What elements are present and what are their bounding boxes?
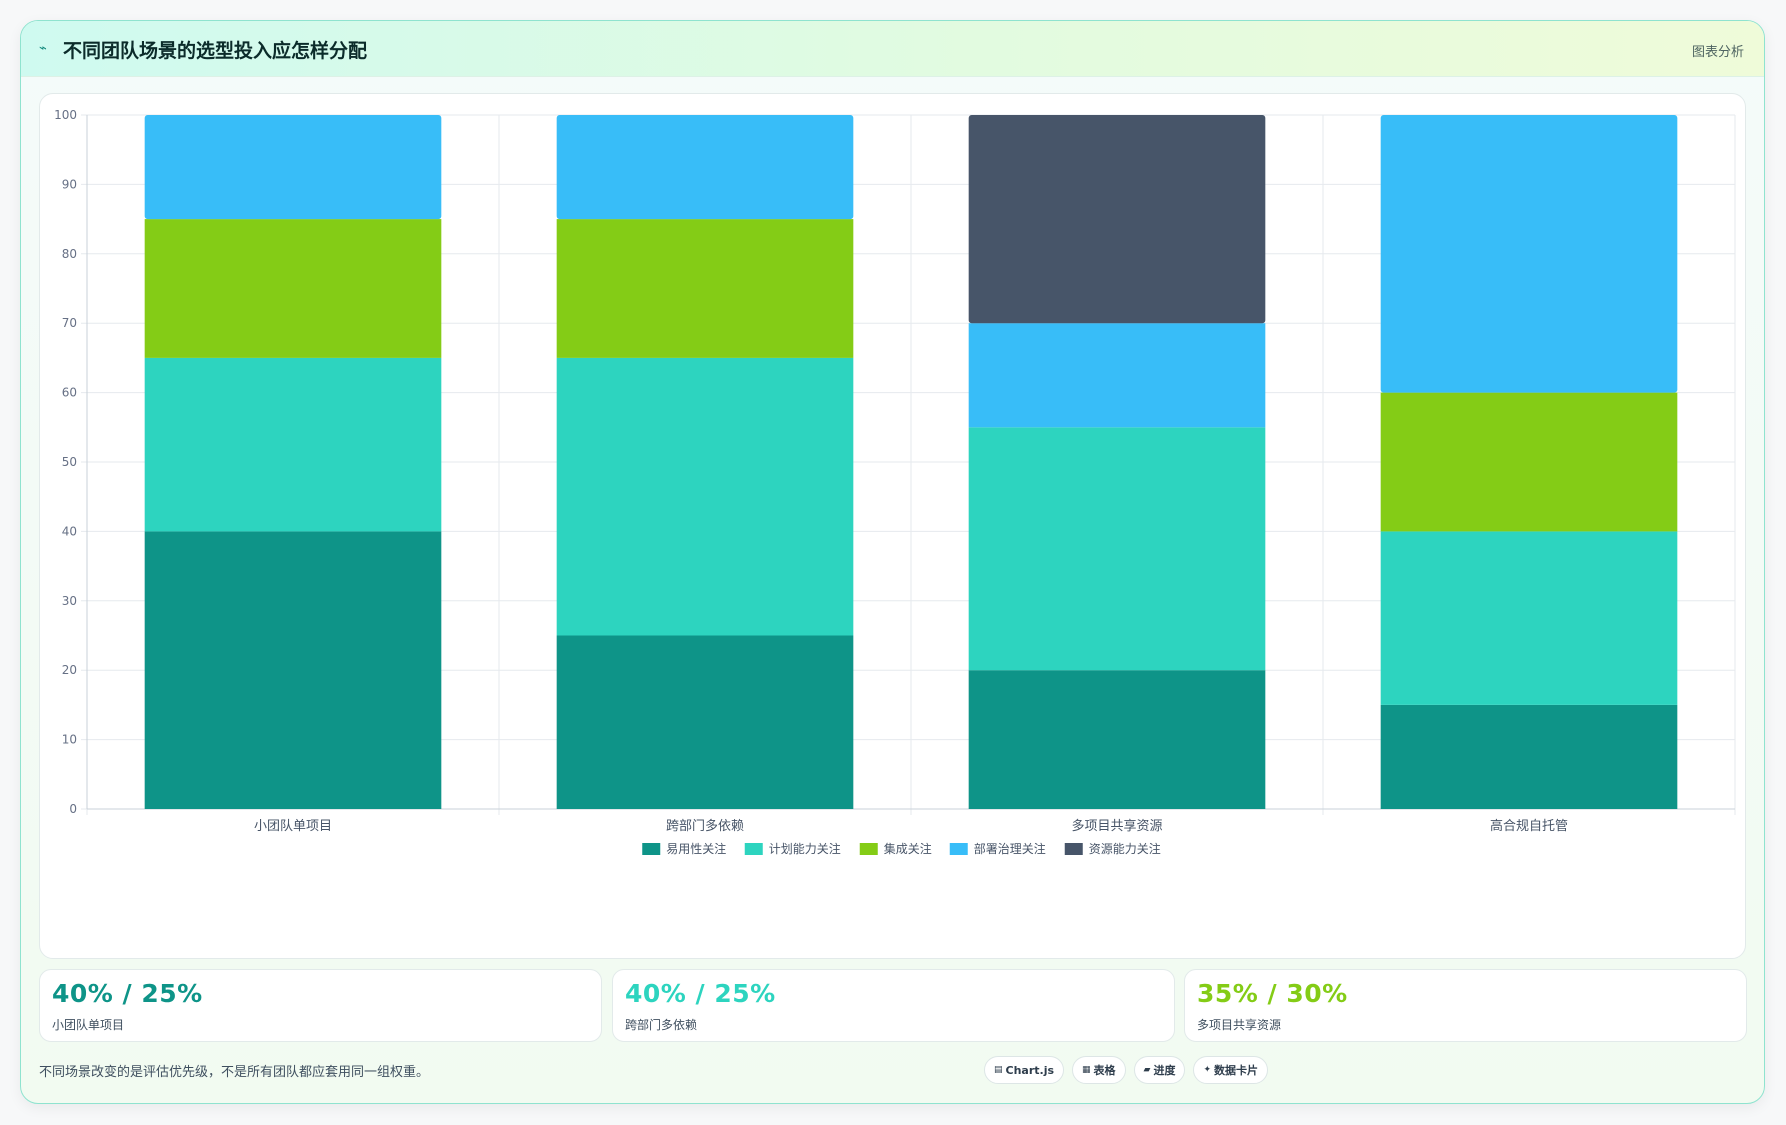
legend-label: 资源能力关注 <box>1089 841 1161 856</box>
legend-swatch <box>859 843 878 855</box>
stat-value: 35% / 30% <box>1197 979 1348 1008</box>
table-icon: ▦ <box>1082 1065 1091 1075</box>
legend-swatch <box>1064 843 1083 855</box>
stat-card-multi-project: 35% / 30% 多项目共享资源 <box>1184 969 1747 1042</box>
y-tick-label: 90 <box>62 177 77 191</box>
legend-label: 易用性关注 <box>666 841 726 856</box>
x-tick-label: 小团队单项目 <box>254 819 332 834</box>
chip-table[interactable]: ▦ 表格 <box>1072 1056 1126 1084</box>
bar-segment-2-3 <box>968 323 1266 428</box>
legend-label: 集成关注 <box>884 841 932 856</box>
bar-segment-2-0 <box>968 670 1266 809</box>
y-tick-label: 10 <box>62 733 77 747</box>
y-tick-label: 50 <box>62 455 77 469</box>
bar-segment-3-0 <box>1380 704 1678 809</box>
chart-panel: 0 10 20 30 40 50 60 70 80 90 100 小团队单项目 跨部门多依赖 多项目共享资… <box>39 93 1746 959</box>
stacked-bar-chart: 0 10 20 30 40 50 60 70 80 90 100 小团队单项目 跨部门多依赖 多项目共享资… <box>54 108 1736 856</box>
card-header: ⌁ 不同团队场景的选型投入应怎样分配 图表分析 <box>21 21 1764 77</box>
chip-data-card[interactable]: ✦ 数据卡片 <box>1193 1056 1269 1084</box>
tag-chips: ▤ Chart.js ▦ 表格 ▰ 进度 ✦ 数据卡片 <box>984 1056 1269 1084</box>
bar-segment-0-3 <box>144 115 442 220</box>
x-tick-label: 跨部门多依赖 <box>666 818 744 834</box>
y-tick-label: 80 <box>62 247 77 261</box>
y-tick-label: 60 <box>62 386 77 400</box>
stat-card-cross-dept: 40% / 25% 跨部门多依赖 <box>612 969 1175 1042</box>
pulse-icon: ⌁ <box>39 41 47 56</box>
bar-segment-0-1 <box>144 357 442 532</box>
bar-segment-3-1 <box>1380 531 1678 705</box>
x-tick-label: 高合规自托管 <box>1490 818 1568 834</box>
chip-progress[interactable]: ▰ 进度 <box>1133 1056 1186 1084</box>
stat-card-small-team: 40% / 25% 小团队单项目 <box>39 969 602 1042</box>
bar-segment-1-2 <box>556 219 854 358</box>
bar-segment-2-4 <box>968 115 1266 324</box>
chart-analysis-link[interactable]: 图表分析 <box>1691 45 1744 60</box>
y-tick-label: 30 <box>62 594 77 608</box>
y-tick-label: 0 <box>69 802 77 816</box>
chip-label: 表格 <box>1093 1064 1116 1077</box>
bar-segment-0-0 <box>144 531 442 809</box>
bar-segment-0-2 <box>144 219 442 358</box>
chart-icon: ▤ <box>994 1065 1003 1075</box>
bar-segment-3-3 <box>1380 115 1678 393</box>
legend-label: 部署治理关注 <box>974 841 1046 856</box>
chip-label: 数据卡片 <box>1214 1064 1259 1077</box>
chart-title: 不同团队场景的选型投入应怎样分配 <box>63 40 368 62</box>
y-tick-label: 100 <box>54 108 77 122</box>
progress-icon: ▰ <box>1143 1065 1151 1075</box>
chart-card: ⌁ 不同团队场景的选型投入应怎样分配 图表分析 0 10 20 30 40 50 60 70 8… <box>20 20 1765 1104</box>
chip-label: Chart.js <box>1005 1063 1055 1077</box>
chip-chartjs[interactable]: ▤ Chart.js <box>984 1056 1065 1084</box>
bar-segment-2-1 <box>968 427 1266 671</box>
bar-segment-1-1 <box>556 357 854 636</box>
bar-segment-1-0 <box>556 635 854 809</box>
bar-segment-1-3 <box>556 115 854 220</box>
stat-value: 40% / 25% <box>52 979 203 1008</box>
y-tick-label: 40 <box>62 524 77 538</box>
legend-swatch <box>744 843 763 855</box>
card-icon: ✦ <box>1203 1065 1212 1075</box>
bar-segment-3-2 <box>1380 392 1678 532</box>
chip-label: 进度 <box>1153 1064 1176 1077</box>
stat-label: 多项目共享资源 <box>1197 1018 1282 1032</box>
legend-label: 计划能力关注 <box>769 841 841 856</box>
legend-swatch <box>949 843 968 855</box>
x-tick-label: 多项目共享资源 <box>1071 818 1162 834</box>
y-tick-label: 20 <box>62 663 77 677</box>
stat-label: 小团队单项目 <box>52 1018 125 1032</box>
y-tick-label: 70 <box>62 316 77 330</box>
footnote: 不同场景改变的是评估优先级，不是所有团队都应套用同一组权重。 <box>39 1065 430 1080</box>
stat-value: 40% / 25% <box>625 979 776 1008</box>
stat-label: 跨部门多依赖 <box>625 1018 698 1032</box>
legend-swatch <box>642 843 661 855</box>
